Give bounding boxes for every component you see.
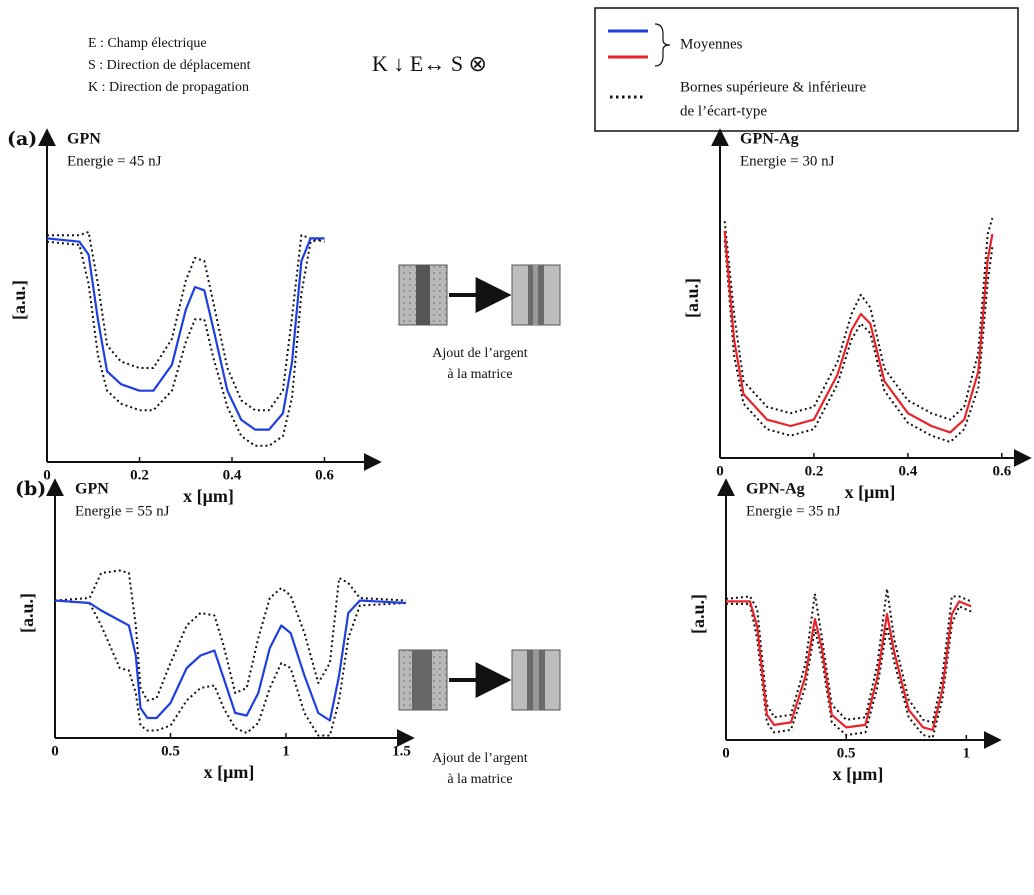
x-tick-label: 0.4 (223, 467, 242, 483)
chart-title: GPN (75, 481, 109, 498)
x-axis-label: x [μm] (204, 762, 255, 782)
panel-label: (a) (7, 128, 37, 150)
legend-label: Moyennes (680, 36, 743, 52)
legend-label: de l’écart-type (680, 103, 767, 119)
annotation: Energie = 55 nJ (75, 503, 170, 519)
y-axis-label: [a.u.] (682, 278, 702, 318)
chart-title: GPN-Ag (746, 481, 805, 498)
x-tick-label: 0 (716, 463, 724, 479)
bound-line (723, 240, 994, 443)
x-axis-label: x [μm] (845, 482, 896, 502)
bound-line (726, 602, 972, 739)
mean-line (54, 599, 407, 722)
x-tick-label: 0.2 (805, 463, 824, 479)
annotation: Energie = 35 nJ (746, 503, 841, 519)
y-axis-label: [a.u.] (688, 594, 708, 634)
mean-line (46, 237, 325, 431)
bound-line (725, 587, 972, 724)
x-tick-label: 1.5 (392, 743, 411, 759)
annotation: Energie = 45 nJ (67, 153, 162, 169)
chart-title: GPN-Ag (740, 131, 799, 148)
legend-box (594, 7, 1019, 132)
x-axis-label: x [μm] (183, 486, 234, 506)
x-tick-label: 0.5 (837, 745, 856, 761)
bound-line (54, 599, 407, 737)
definition: E : Champ électrique (88, 36, 207, 51)
inset-caption: Ajout de l’argent (432, 346, 527, 361)
annotation: Energie = 30 nJ (740, 153, 835, 169)
inset (398, 649, 561, 711)
legend-brace (654, 23, 671, 67)
x-tick-label: 0.6 (315, 467, 334, 483)
bound-line (54, 569, 407, 702)
x-tick-label: 0.2 (130, 467, 149, 483)
x-axis-label: x [μm] (833, 764, 884, 784)
panel-label: (b) (15, 478, 46, 500)
x-tick-label: 1 (963, 745, 971, 761)
x-tick-label: 0 (43, 467, 51, 483)
definition: K : Direction de propagation (88, 80, 249, 95)
mean-line (723, 230, 994, 434)
y-axis-label: [a.u.] (17, 593, 37, 633)
x-tick-label: 1 (282, 743, 290, 759)
x-tick-label: 0 (51, 743, 59, 759)
x-tick-label: 0.5 (161, 743, 180, 759)
bound-line (723, 217, 994, 421)
definition: S : Direction de déplacement (88, 58, 251, 73)
inset-caption: Ajout de l’argent (432, 751, 527, 766)
bound-line (46, 237, 325, 447)
bound-line (47, 231, 325, 412)
mean-line (726, 600, 972, 731)
inset-caption: à la matrice (447, 772, 512, 787)
inset-caption: à la matrice (447, 367, 512, 382)
x-tick-label: 0 (722, 745, 730, 761)
x-tick-label: 0.4 (899, 463, 918, 479)
inset (398, 264, 561, 326)
y-axis-label: [a.u.] (9, 280, 29, 320)
x-tick-label: 0.6 (992, 463, 1011, 479)
chart-title: GPN (67, 131, 101, 148)
symbols: K ↓ E↔ S ⊗ (372, 51, 487, 76)
legend-label: Bornes supérieure & inférieure (680, 79, 867, 95)
